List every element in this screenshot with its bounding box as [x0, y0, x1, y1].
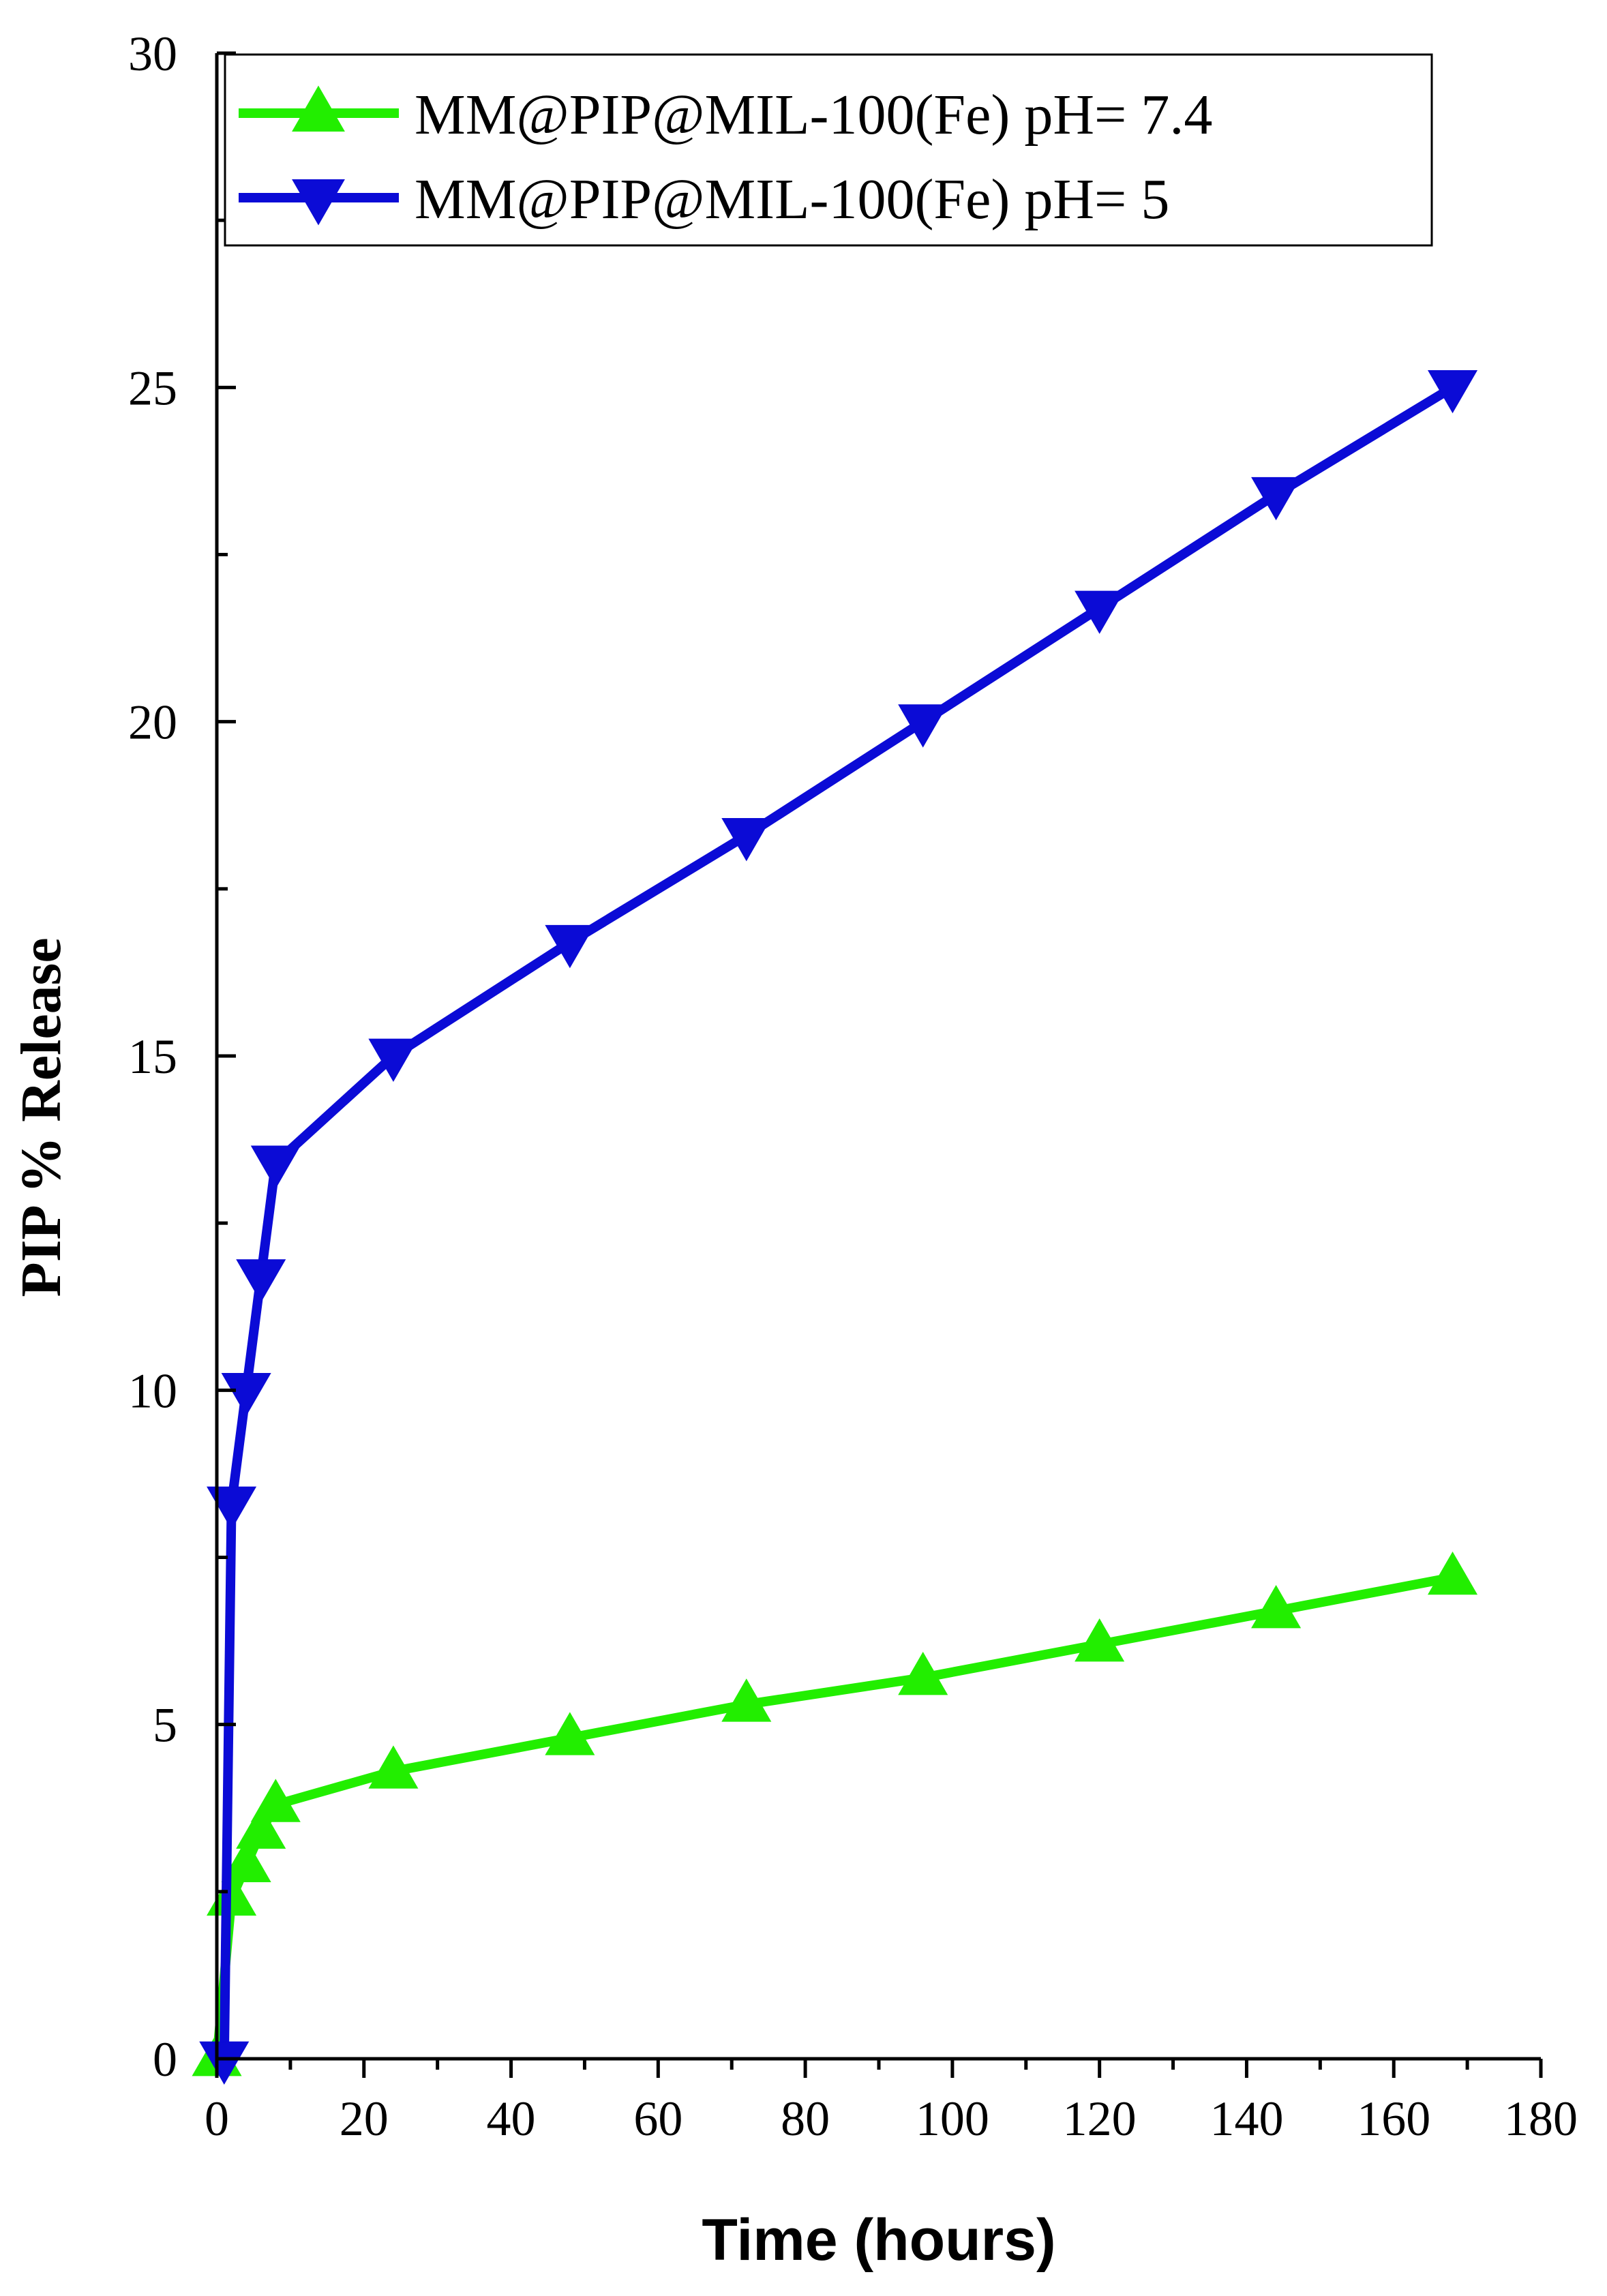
x-tick-label: 140: [1210, 2091, 1283, 2146]
x-tick-label: 120: [1063, 2091, 1137, 2146]
data-point: [368, 1745, 419, 1789]
data-point: [721, 1678, 772, 1722]
data-point: [250, 1779, 301, 1822]
y-tick-label: 25: [128, 361, 177, 415]
data-point: [221, 1372, 271, 1417]
data-point: [236, 1259, 286, 1303]
x-tick-label: 180: [1504, 2091, 1578, 2146]
data-point: [898, 704, 948, 748]
series-line: [219, 383, 1456, 2059]
x-tick-label: 60: [633, 2091, 682, 2146]
x-tick-label: 40: [487, 2091, 536, 2146]
series-2: [199, 369, 1478, 2085]
legend-swatch-marker: [292, 179, 345, 226]
data-point: [898, 1652, 948, 1695]
x-tick-label: 100: [916, 2091, 989, 2146]
data-point: [368, 1038, 419, 1082]
x-tick-label: 0: [205, 2091, 229, 2146]
y-tick-label: 0: [153, 2032, 177, 2087]
legend-item: MM@PIP@MIL-100(Fe) pH= 7.4: [239, 83, 1212, 147]
data-point: [1428, 1551, 1478, 1595]
legend-box: [224, 53, 1433, 247]
data-point: [236, 1805, 286, 1849]
legend-swatch-marker: [292, 85, 345, 132]
x-tick-label: 20: [340, 2091, 389, 2146]
data-point: [545, 924, 595, 969]
data-point: [545, 1712, 595, 1755]
data-point: [250, 1145, 301, 1189]
x-tick-label: 80: [781, 2091, 830, 2146]
series-layer: [192, 369, 1478, 2085]
legend-item: MM@PIP@MIL-100(Fe) pH= 5: [239, 168, 1169, 231]
y-tick-label: 10: [128, 1363, 177, 1418]
y-tick-label: 30: [128, 27, 177, 81]
legend: MM@PIP@MIL-100(Fe) pH= 7.4 MM@PIP@MIL-100…: [224, 53, 1433, 247]
y-axis-title: PIP % Release: [10, 937, 73, 1297]
data-point: [207, 1486, 257, 1530]
data-point: [207, 1872, 257, 1916]
data-point: [199, 2041, 250, 2085]
legend-label: MM@PIP@MIL-100(Fe) pH= 5: [415, 168, 1169, 231]
y-tick-label: 5: [153, 1698, 177, 1753]
legend-label: MM@PIP@MIL-100(Fe) pH= 7.4: [415, 83, 1212, 147]
y-tick-label: 20: [128, 695, 177, 750]
data-point: [1075, 590, 1125, 634]
data-point: [1075, 1618, 1125, 1662]
data-point: [1251, 477, 1302, 521]
series-line: [212, 1573, 1454, 2059]
series-1: [192, 1551, 1478, 2076]
axes-layer: 0 20 40 60 80 100 120 140 160 180 0 5 10 15 20 25 30: [128, 27, 1578, 2146]
x-tick-label: 160: [1357, 2091, 1430, 2146]
y-tick-label: 15: [128, 1029, 177, 1084]
data-point: [221, 1839, 271, 1882]
x-axis-title: Time (hours): [702, 2207, 1055, 2273]
data-point: [721, 818, 772, 862]
data-point: [1428, 369, 1478, 414]
data-point: [1251, 1584, 1302, 1629]
